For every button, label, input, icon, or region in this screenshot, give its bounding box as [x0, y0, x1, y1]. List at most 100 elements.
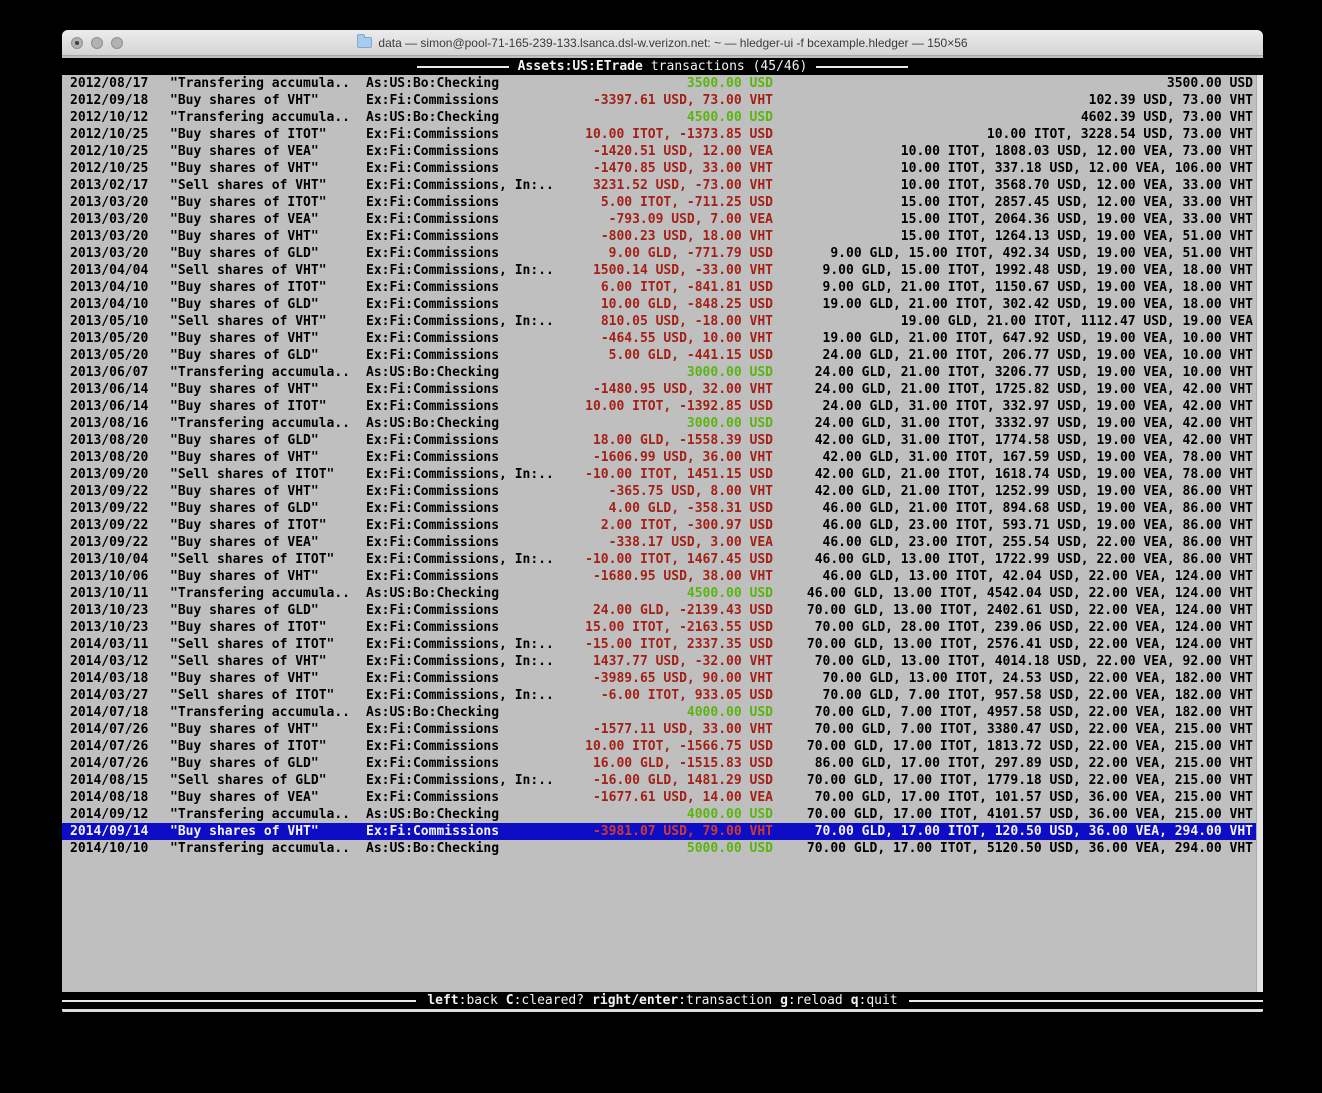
transaction-accounts: As:US:Bo:Checking: [366, 807, 500, 822]
empty-area: [62, 857, 1263, 992]
transaction-change: 5.00 GLD, -441.15 USD: [608, 348, 773, 363]
transaction-accounts: As:US:Bo:Checking: [366, 76, 500, 91]
transaction-date: 2014/08/18: [70, 790, 149, 805]
transaction-date: 2014/07/26: [70, 739, 149, 754]
transaction-balance: 70.00 GLD, 13.00 ITOT, 24.53 USD, 22.00 …: [822, 671, 1253, 686]
transaction-row[interactable]: 2013/09/22 "Buy shares of VHT" Ex:Fi:Com…: [62, 483, 1263, 500]
transaction-row[interactable]: 2013/10/11 "Transfering accumula.. As:US…: [62, 585, 1263, 602]
transaction-row[interactable]: 2013/09/22 "Buy shares of GLD" Ex:Fi:Com…: [62, 500, 1263, 517]
transaction-row[interactable]: 2014/09/12 "Transfering accumula.. As:US…: [62, 806, 1263, 823]
transaction-accounts: Ex:Fi:Commissions: [366, 501, 500, 516]
transaction-row[interactable]: 2012/08/17 "Transfering accumula.. As:US…: [62, 75, 1263, 92]
transaction-row[interactable]: 2013/08/16 "Transfering accumula.. As:US…: [62, 415, 1263, 432]
transaction-row[interactable]: 2013/06/14 "Buy shares of VHT" Ex:Fi:Com…: [62, 381, 1263, 398]
transaction-balance: 70.00 GLD, 17.00 ITOT, 4101.57 USD, 36.0…: [806, 807, 1253, 822]
transaction-row[interactable]: 2013/04/10 "Buy shares of ITOT" Ex:Fi:Co…: [62, 279, 1263, 296]
transaction-change: 4000.00 USD: [686, 705, 773, 720]
transaction-row[interactable]: 2013/03/20 "Buy shares of VHT" Ex:Fi:Com…: [62, 228, 1263, 245]
transaction-accounts: Ex:Fi:Commissions: [366, 382, 500, 397]
transaction-row[interactable]: 2012/10/25 "Buy shares of VEA" Ex:Fi:Com…: [62, 143, 1263, 160]
transaction-row[interactable]: 2014/09/14 "Buy shares of VHT" Ex:Fi:Com…: [62, 823, 1263, 840]
transaction-date: 2013/10/23: [70, 603, 149, 618]
transaction-description: "Buy shares of GLD": [170, 603, 319, 618]
transaction-row[interactable]: 2013/03/20 "Buy shares of VEA" Ex:Fi:Com…: [62, 211, 1263, 228]
transaction-change: -1606.99 USD, 36.00 VHT: [592, 450, 773, 465]
transaction-row[interactable]: 2013/03/20 "Buy shares of ITOT" Ex:Fi:Co…: [62, 194, 1263, 211]
transaction-description: "Sell shares of ITOT": [170, 688, 335, 703]
transaction-balance: 24.00 GLD, 21.00 ITOT, 206.77 USD, 19.00…: [822, 348, 1253, 363]
transaction-row[interactable]: 2013/02/17 "Sell shares of VHT" Ex:Fi:Co…: [62, 177, 1263, 194]
transaction-change: 9.00 GLD, -771.79 USD: [608, 246, 773, 261]
transaction-description: "Sell shares of VHT": [170, 263, 327, 278]
close-button[interactable]: [71, 37, 83, 49]
transaction-description: "Buy shares of ITOT": [170, 739, 327, 754]
transaction-row[interactable]: 2014/03/27 "Sell shares of ITOT" Ex:Fi:C…: [62, 687, 1263, 704]
transaction-description: "Transfering accumula..: [170, 365, 351, 380]
zoom-button[interactable]: [111, 37, 123, 49]
transaction-accounts: Ex:Fi:Commissions, In:..: [366, 773, 554, 788]
transaction-row[interactable]: 2013/04/04 "Sell shares of VHT" Ex:Fi:Co…: [62, 262, 1263, 279]
transaction-description: "Transfering accumula..: [170, 807, 351, 822]
minimize-button[interactable]: [91, 37, 103, 49]
transaction-row[interactable]: 2013/06/14 "Buy shares of ITOT" Ex:Fi:Co…: [62, 398, 1263, 415]
transaction-description: "Sell shares of ITOT": [170, 552, 335, 567]
transaction-row[interactable]: 2014/03/11 "Sell shares of ITOT" Ex:Fi:C…: [62, 636, 1263, 653]
transaction-date: 2013/09/22: [70, 518, 149, 533]
transaction-date: 2013/09/22: [70, 535, 149, 550]
transaction-balance: 46.00 GLD, 21.00 ITOT, 894.68 USD, 19.00…: [822, 501, 1253, 516]
transaction-date: 2014/08/15: [70, 773, 149, 788]
transaction-row[interactable]: 2014/03/18 "Buy shares of VHT" Ex:Fi:Com…: [62, 670, 1263, 687]
transaction-row[interactable]: 2013/09/22 "Buy shares of VEA" Ex:Fi:Com…: [62, 534, 1263, 551]
transaction-date: 2012/08/17: [70, 76, 149, 91]
transaction-row[interactable]: 2013/09/22 "Buy shares of ITOT" Ex:Fi:Co…: [62, 517, 1263, 534]
transaction-row[interactable]: 2012/10/25 "Buy shares of ITOT" Ex:Fi:Co…: [62, 126, 1263, 143]
transaction-row[interactable]: 2013/05/20 "Buy shares of VHT" Ex:Fi:Com…: [62, 330, 1263, 347]
transaction-row[interactable]: 2014/07/26 "Buy shares of VHT" Ex:Fi:Com…: [62, 721, 1263, 738]
transaction-balance: 70.00 GLD, 17.00 ITOT, 1779.18 USD, 22.0…: [806, 773, 1253, 788]
transaction-balance: 70.00 GLD, 17.00 ITOT, 5120.50 USD, 36.0…: [806, 841, 1253, 856]
transaction-row[interactable]: 2013/10/04 "Sell shares of ITOT" Ex:Fi:C…: [62, 551, 1263, 568]
transaction-accounts: Ex:Fi:Commissions, In:..: [366, 552, 554, 567]
transaction-balance: 70.00 GLD, 13.00 ITOT, 2576.41 USD, 22.0…: [806, 637, 1253, 652]
transaction-row[interactable]: 2013/08/20 "Buy shares of VHT" Ex:Fi:Com…: [62, 449, 1263, 466]
transaction-balance: 10.00 ITOT, 1808.03 USD, 12.00 VEA, 73.0…: [900, 144, 1253, 159]
transaction-balance: 19.00 GLD, 21.00 ITOT, 302.42 USD, 19.00…: [822, 297, 1253, 312]
transaction-balance: 46.00 GLD, 23.00 ITOT, 593.71 USD, 19.00…: [822, 518, 1253, 533]
transaction-row[interactable]: 2014/10/10 "Transfering accumula.. As:US…: [62, 840, 1263, 857]
transaction-description: "Buy shares of VEA": [170, 535, 319, 550]
scrollbar[interactable]: [1256, 75, 1263, 992]
transaction-balance: 70.00 GLD, 17.00 ITOT, 120.50 USD, 36.00…: [814, 824, 1253, 839]
transaction-row[interactable]: 2012/10/25 "Buy shares of VHT" Ex:Fi:Com…: [62, 160, 1263, 177]
transaction-row[interactable]: 2013/08/20 "Buy shares of GLD" Ex:Fi:Com…: [62, 432, 1263, 449]
transaction-row[interactable]: 2013/10/23 "Buy shares of ITOT" Ex:Fi:Co…: [62, 619, 1263, 636]
transaction-row[interactable]: 2013/10/23 "Buy shares of GLD" Ex:Fi:Com…: [62, 602, 1263, 619]
transaction-row[interactable]: 2012/09/18 "Buy shares of VHT" Ex:Fi:Com…: [62, 92, 1263, 109]
transaction-row[interactable]: 2013/05/20 "Buy shares of GLD" Ex:Fi:Com…: [62, 347, 1263, 364]
transaction-row[interactable]: 2014/07/18 "Transfering accumula.. As:US…: [62, 704, 1263, 721]
transaction-change: 4500.00 USD: [686, 586, 773, 601]
transaction-accounts: Ex:Fi:Commissions: [366, 790, 500, 805]
transaction-balance: 10.00 ITOT, 3568.70 USD, 12.00 VEA, 33.0…: [900, 178, 1253, 193]
transaction-change: -1577.11 USD, 33.00 VHT: [592, 722, 773, 737]
transaction-row[interactable]: 2014/03/12 "Sell shares of VHT" Ex:Fi:Co…: [62, 653, 1263, 670]
transaction-date: 2013/10/23: [70, 620, 149, 635]
transaction-change: 3000.00 USD: [686, 365, 773, 380]
window-title-text: data — simon@pool-71-165-239-133.lsanca.…: [378, 35, 968, 50]
transaction-row[interactable]: 2013/06/07 "Transfering accumula.. As:US…: [62, 364, 1263, 381]
transaction-date: 2012/10/25: [70, 144, 149, 159]
transaction-row[interactable]: 2014/08/18 "Buy shares of VEA" Ex:Fi:Com…: [62, 789, 1263, 806]
terminal-window: data — simon@pool-71-165-239-133.lsanca.…: [62, 30, 1263, 1012]
transaction-row[interactable]: 2013/04/10 "Buy shares of GLD" Ex:Fi:Com…: [62, 296, 1263, 313]
transaction-description: "Buy shares of GLD": [170, 501, 319, 516]
transaction-description: "Buy shares of VEA": [170, 212, 319, 227]
transaction-row[interactable]: 2012/10/12 "Transfering accumula.. As:US…: [62, 109, 1263, 126]
transaction-row[interactable]: 2014/08/15 "Sell shares of GLD" Ex:Fi:Co…: [62, 772, 1263, 789]
transaction-row[interactable]: 2013/03/20 "Buy shares of GLD" Ex:Fi:Com…: [62, 245, 1263, 262]
transaction-row[interactable]: 2013/09/20 "Sell shares of ITOT" Ex:Fi:C…: [62, 466, 1263, 483]
transaction-row[interactable]: 2014/07/26 "Buy shares of GLD" Ex:Fi:Com…: [62, 755, 1263, 772]
transaction-row[interactable]: 2013/05/10 "Sell shares of VHT" Ex:Fi:Co…: [62, 313, 1263, 330]
transaction-row[interactable]: 2013/10/06 "Buy shares of VHT" Ex:Fi:Com…: [62, 568, 1263, 585]
transaction-accounts: Ex:Fi:Commissions, In:..: [366, 178, 554, 193]
transaction-accounts: Ex:Fi:Commissions: [366, 433, 500, 448]
transaction-row[interactable]: 2014/07/26 "Buy shares of ITOT" Ex:Fi:Co…: [62, 738, 1263, 755]
